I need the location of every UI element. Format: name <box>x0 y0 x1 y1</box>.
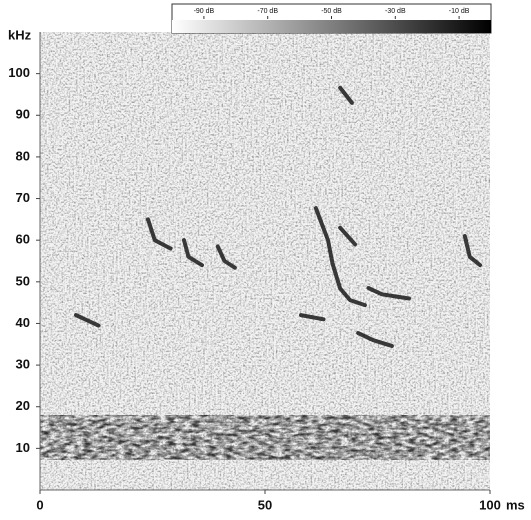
colorbar-tick-label: -50 dB <box>321 8 342 15</box>
x-axis-label: ms <box>506 497 525 512</box>
call-trace <box>299 313 326 322</box>
call-trace <box>74 313 101 328</box>
y-tick-label: 30 <box>16 357 30 372</box>
y-tick-label: 60 <box>16 232 30 247</box>
call-trace <box>313 206 367 308</box>
colorbar-tick-label: -70 dB <box>257 8 278 15</box>
call-trace <box>215 244 237 270</box>
colorbar-tick-label: -90 dB <box>194 8 215 15</box>
call-trace <box>338 85 354 105</box>
low-band-texture <box>40 415 490 460</box>
y-axis-label: kHz <box>8 27 32 42</box>
colorbar-gradient <box>172 20 491 33</box>
y-tick-label: 20 <box>16 398 30 413</box>
y-tick-label: 100 <box>8 65 30 80</box>
call-trace <box>462 234 483 268</box>
x-tick-label: 0 <box>36 497 43 512</box>
call-trace <box>356 331 394 348</box>
y-tick-label: 70 <box>16 190 30 205</box>
colorbar-tick-label: -30 dB <box>385 8 406 15</box>
call-trace <box>338 225 357 247</box>
x-tick-label: 50 <box>258 497 272 512</box>
y-tick-label: 10 <box>16 440 30 455</box>
y-tick-label: 80 <box>16 148 30 163</box>
y-tick-label: 40 <box>16 315 30 330</box>
x-tick-label: 100 <box>479 497 501 512</box>
y-tick-label: 90 <box>16 107 30 122</box>
y-tick-label: 50 <box>16 273 30 288</box>
colorbar <box>171 3 492 34</box>
noise-texture <box>40 32 490 490</box>
call-trace <box>366 286 411 301</box>
call-trace <box>182 238 204 268</box>
call-trace <box>146 217 173 251</box>
colorbar-tick-label: -10 dB <box>449 8 470 15</box>
